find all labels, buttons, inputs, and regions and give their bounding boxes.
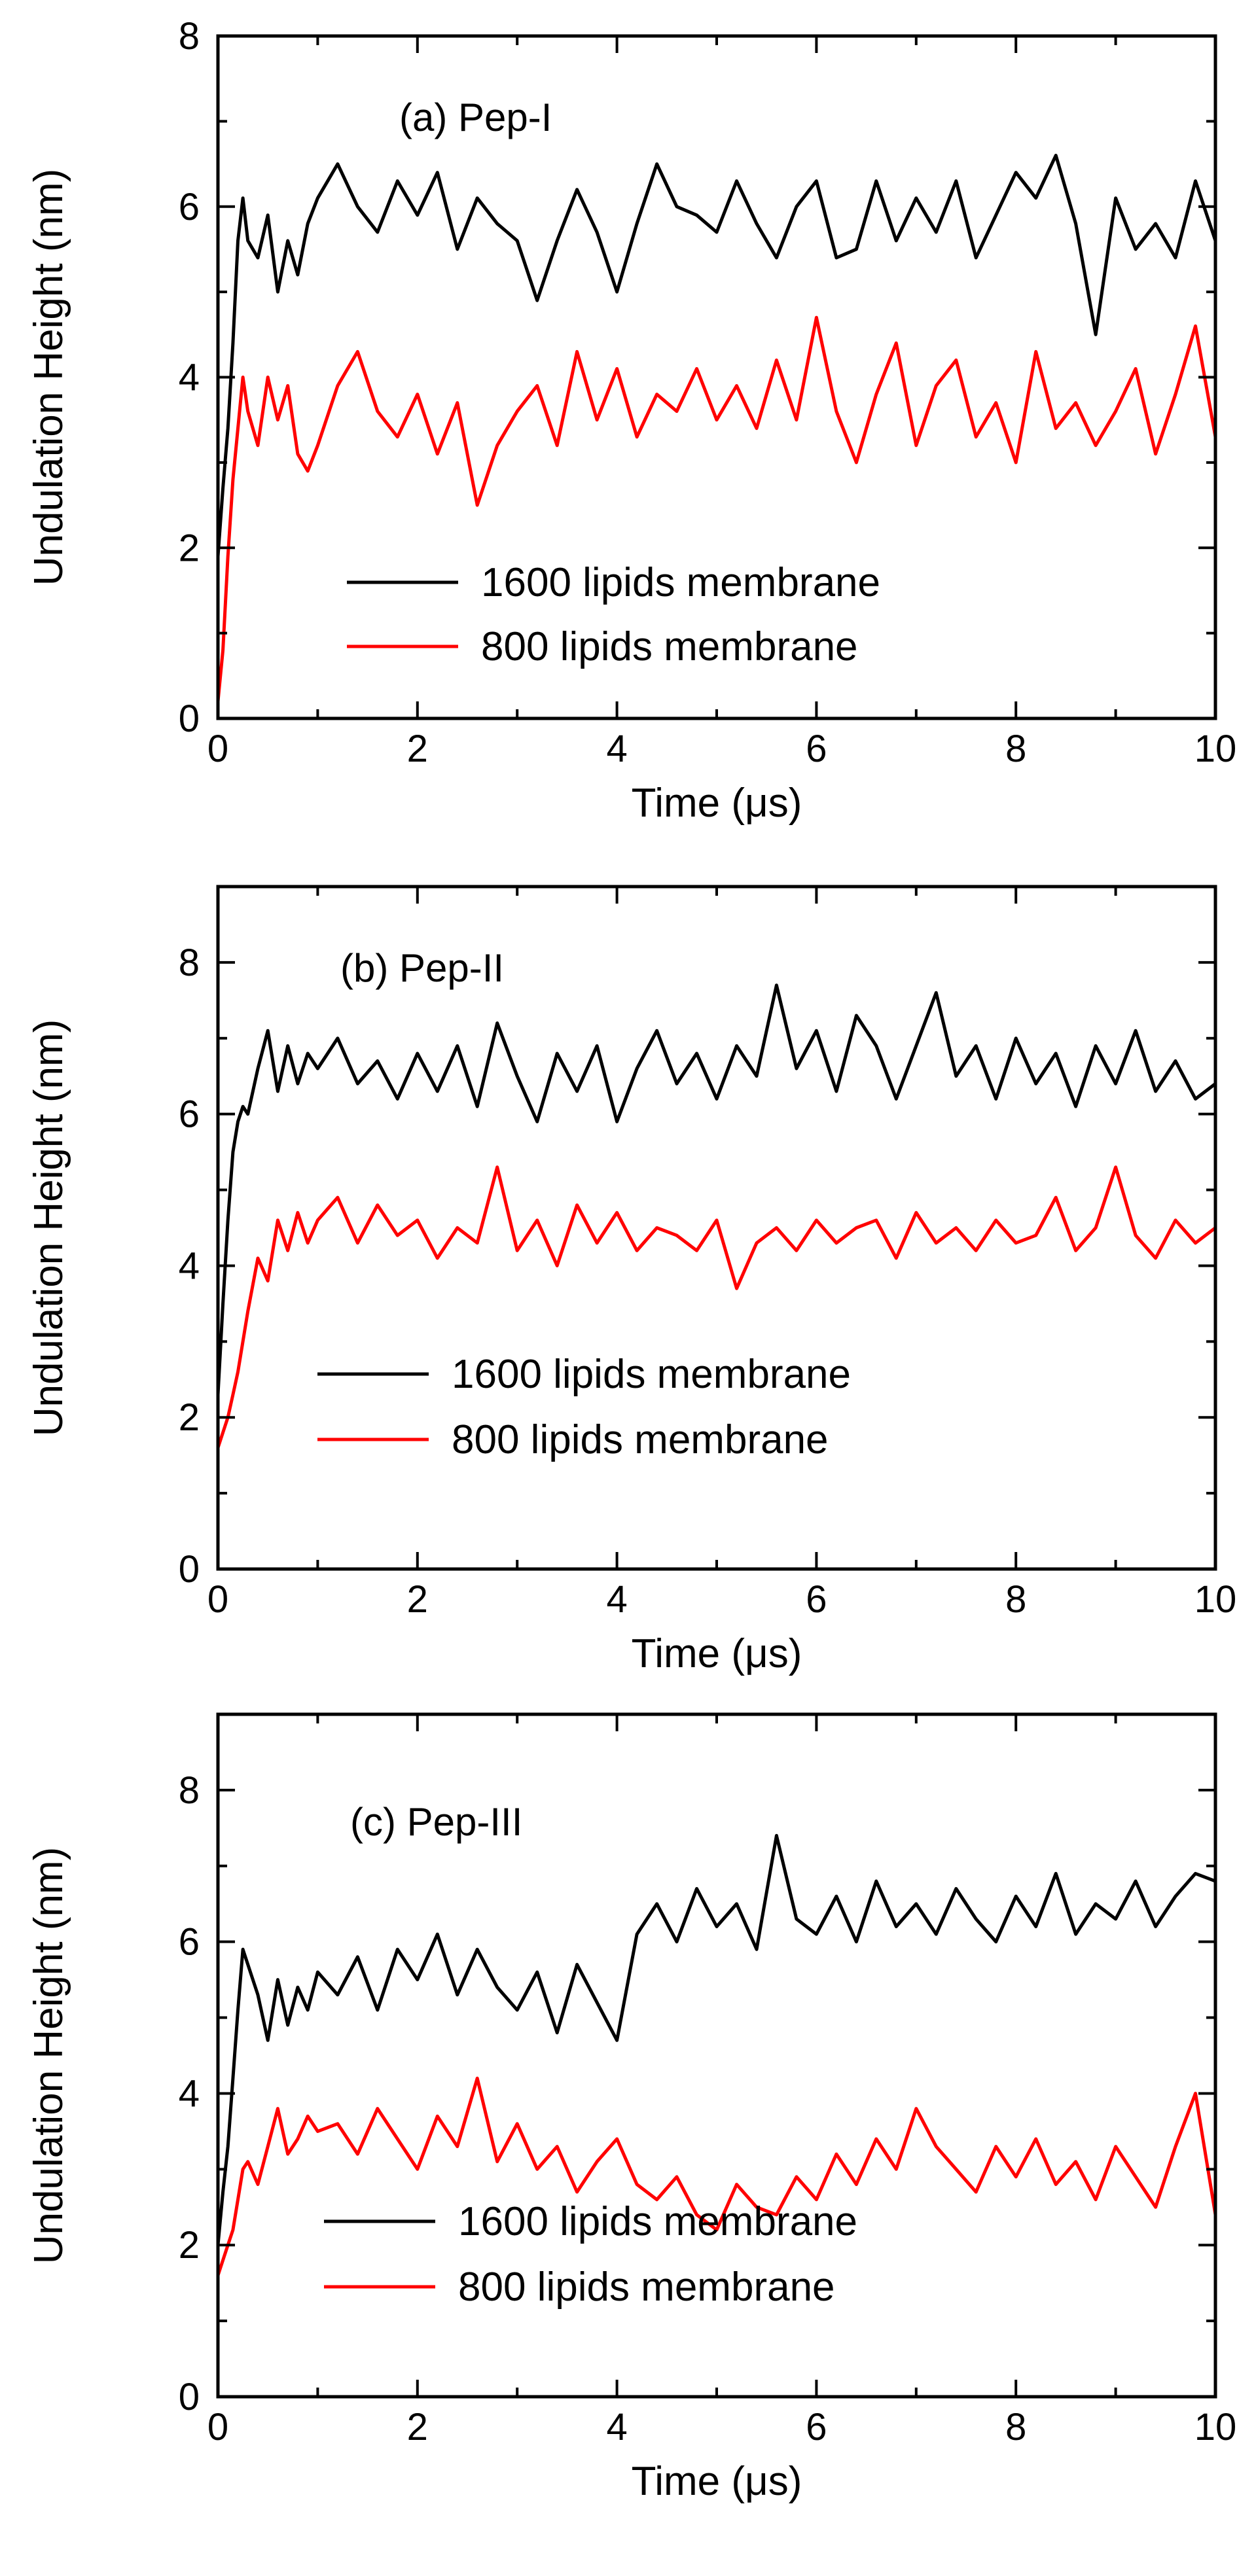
x-tick-label: 0 (207, 1578, 228, 1621)
y-tick-label: 6 (179, 186, 200, 228)
y-tick-label: 0 (179, 1548, 200, 1591)
y-tick-label: 8 (179, 1769, 200, 1812)
chart-panel-1: 0 2 4 6 8 10 0 2 4 6 8 Time (μs) Undulation Height (… (26, 15, 1236, 826)
y-tick-label: 2 (179, 527, 200, 569)
x-axis-label: Time (μs) (632, 781, 802, 826)
chart-panel-2: 0 2 4 6 8 10 0 2 4 6 8 Time (μs) Undulation Height (… (26, 885, 1237, 1676)
x-tick-label: 8 (1005, 728, 1026, 770)
x-tick-label: 6 (806, 728, 827, 770)
x-tick-label: 8 (1005, 2406, 1026, 2448)
legend-label-1600-lipids: 1600 lipids membrane (452, 1352, 851, 1397)
legend: 1600 lipids membrane 800 lipids membrane (324, 2199, 857, 2310)
y-tick-label: 4 (179, 2072, 200, 2115)
legend-label-1600-lipids: 1600 lipids membrane (481, 560, 880, 605)
legend: 1600 lipids membrane 800 lipids membrane (347, 560, 880, 669)
x-tick-label: 2 (407, 1578, 428, 1621)
y-tick-label: 4 (179, 357, 200, 399)
x-axis-label: Time (μs) (632, 2459, 802, 2504)
x-tick-label: 2 (407, 728, 428, 770)
y-axis-label: Undulation Height (nm) (26, 1019, 71, 1437)
y-tick-label: 4 (179, 1244, 200, 1287)
y-tick-label: 8 (179, 942, 200, 984)
x-tick-label: 10 (1194, 1578, 1237, 1621)
series-line-800-lipids (218, 2076, 1215, 2276)
panel-title: (c) Pep-III (350, 1800, 522, 1844)
panel-title: (a) Pep-I (399, 96, 552, 139)
legend-label-1600-lipids: 1600 lipids membrane (458, 2199, 857, 2244)
series-line-800-lipids (218, 1165, 1215, 1449)
y-tick-label: 2 (179, 1396, 200, 1439)
x-axis-label: Time (μs) (632, 1631, 802, 1676)
legend-label-800-lipids: 800 lipids membrane (481, 624, 858, 669)
panel-title: (b) Pep-II (340, 946, 504, 990)
x-tick-label: 0 (207, 728, 228, 770)
y-tick-label: 0 (179, 2376, 200, 2418)
x-tick-label: 0 (207, 2406, 228, 2448)
y-tick-label: 0 (179, 697, 200, 740)
x-tick-label: 4 (606, 1578, 627, 1621)
series-line-1600-lipids (218, 983, 1215, 1395)
series-line-800-lipids (218, 315, 1215, 702)
x-tick-label: 2 (407, 2406, 428, 2448)
x-tick-label: 6 (806, 2406, 827, 2448)
legend-label-800-lipids: 800 lipids membrane (452, 1417, 829, 1462)
x-tick-label: 6 (806, 1578, 827, 1621)
x-tick-label: 4 (606, 2406, 627, 2448)
x-tick-label: 4 (606, 728, 627, 770)
y-tick-label: 8 (179, 15, 200, 58)
y-axis-label: Undulation Height (nm) (26, 169, 71, 586)
y-tick-label: 6 (179, 1921, 200, 1964)
series-line-1600-lipids (218, 1833, 1215, 2246)
chart-panel-3: 0 2 4 6 8 10 0 2 4 6 8 Time (μs) Undulation Height (… (26, 1712, 1237, 2504)
x-tick-label: 10 (1194, 728, 1237, 770)
y-tick-label: 2 (179, 2224, 200, 2267)
legend: 1600 lipids membrane 800 lipids membrane (317, 1352, 851, 1462)
y-axis-label: Undulation Height (nm) (26, 1847, 71, 2265)
x-tick-label: 8 (1005, 1578, 1026, 1621)
y-tick-label: 6 (179, 1093, 200, 1136)
legend-label-800-lipids: 800 lipids membrane (458, 2265, 835, 2310)
x-tick-label: 10 (1194, 2406, 1237, 2448)
series-line-1600-lipids (218, 154, 1215, 557)
